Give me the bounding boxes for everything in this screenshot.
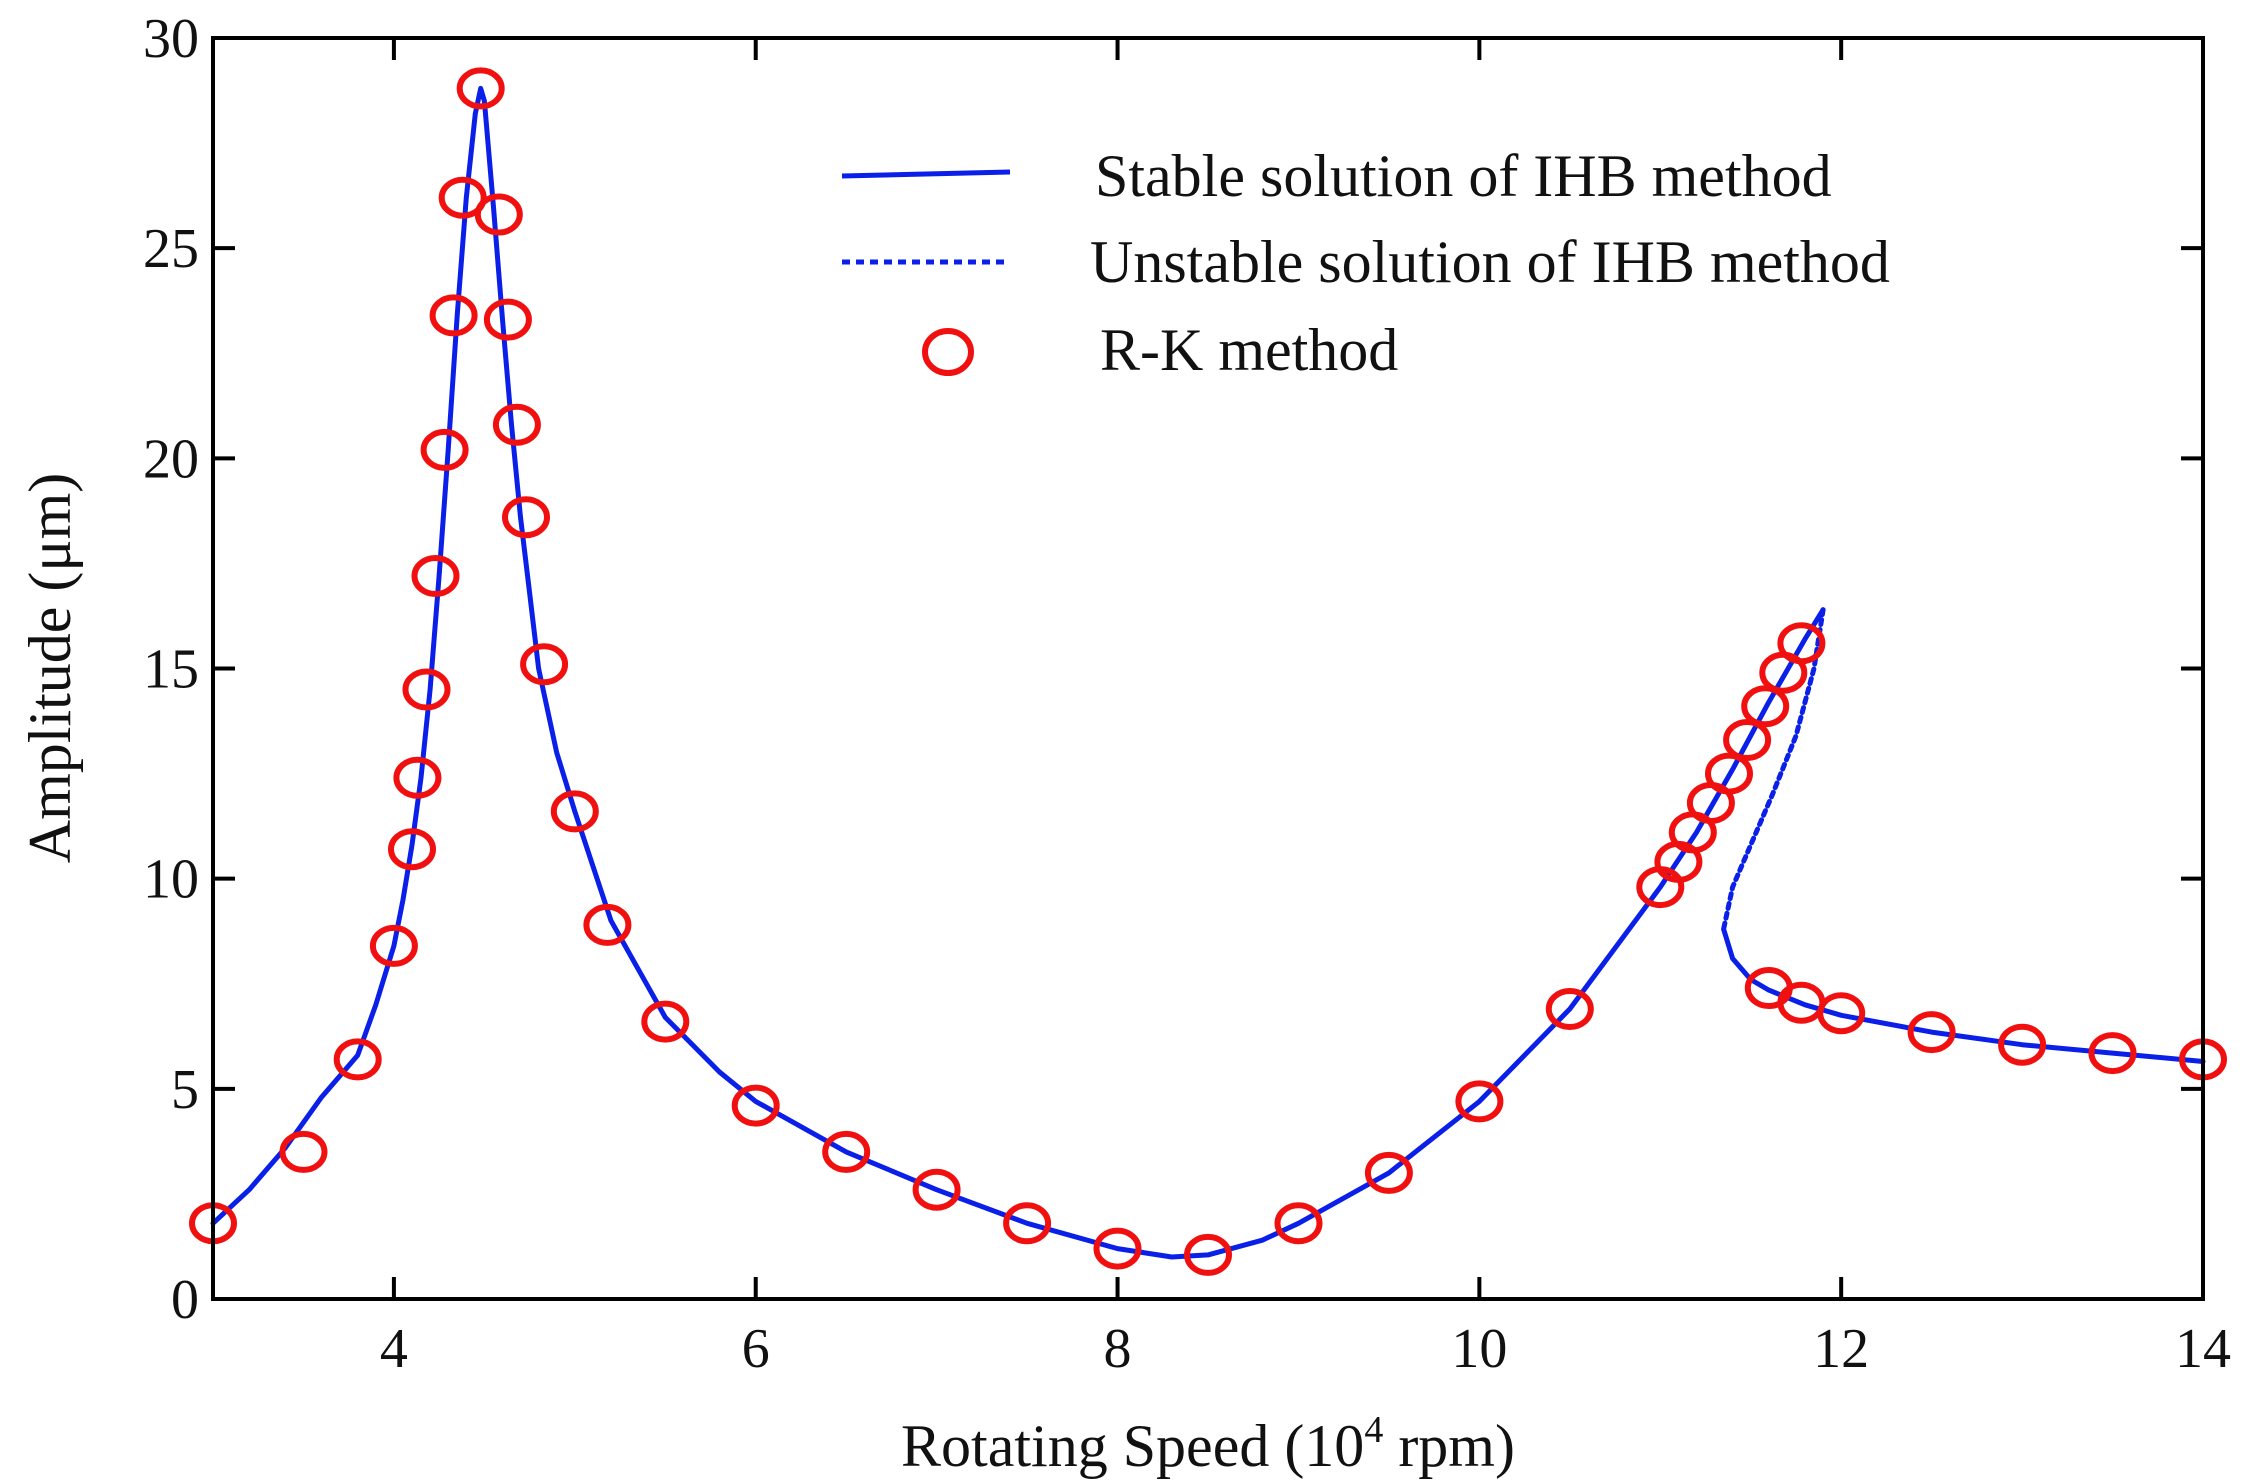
y-tick-label: 30 xyxy=(143,8,199,70)
rk-marker xyxy=(393,756,442,799)
y-tick-label: 25 xyxy=(143,218,199,280)
rk-marker xyxy=(583,903,632,946)
x-tick-label: 12 xyxy=(1813,1318,1869,1380)
stable-ihb-line-0 xyxy=(210,85,1826,1260)
rk-marker xyxy=(1998,1023,2047,1066)
rk-marker xyxy=(1723,719,1772,761)
rk-marker xyxy=(1093,1227,1142,1270)
rk-marker xyxy=(420,428,469,471)
y-axis-title: Amplitude (μm) xyxy=(17,473,83,863)
rk-marker xyxy=(1705,752,1753,795)
legend-stable-label: Stable solution of IHB method xyxy=(1095,143,1832,209)
x-axis-title: Rotating Speed (104 rpm) xyxy=(901,1409,1515,1479)
rk-marker xyxy=(1184,1233,1232,1276)
x-tick-label: 4 xyxy=(380,1318,408,1380)
legend-stable-swatch xyxy=(841,169,1011,179)
rk-marker xyxy=(1817,992,1866,1035)
rk-marker xyxy=(456,67,505,110)
rk-marker xyxy=(402,668,451,711)
rk-marker xyxy=(369,924,418,967)
rk-marker xyxy=(1907,1011,1956,1054)
x-tick-label: 8 xyxy=(1104,1318,1132,1380)
rk-marker xyxy=(550,790,599,833)
x-axis-title-tail: rpm) xyxy=(1383,1413,1515,1479)
rk-marker xyxy=(1777,622,1826,665)
legend-unstable-label: Unstable solution of IHB method xyxy=(1090,229,1890,295)
y-tick-label: 15 xyxy=(143,639,199,701)
legend-rk-label: R-K method xyxy=(1085,317,1398,383)
y-tick-label: 20 xyxy=(143,428,199,490)
rk-marker xyxy=(502,496,550,539)
rk-marker xyxy=(438,176,487,219)
plot-marks xyxy=(189,67,2227,1276)
rk-marker xyxy=(1274,1202,1323,1245)
x-axis-ticks: 4 6 8 10 12 14 xyxy=(380,38,2231,1380)
rk-marker xyxy=(388,828,436,871)
rk-marker xyxy=(474,193,523,236)
x-tick-label: 10 xyxy=(1451,1318,1507,1380)
rk-marker xyxy=(1364,1151,1413,1194)
y-tick-label: 5 xyxy=(171,1059,199,1121)
legend: Stable solution of IHB method Unstable s… xyxy=(841,143,1890,383)
rk-marker xyxy=(492,403,541,446)
x-axis-title-superscript: 4 xyxy=(1364,1409,1383,1451)
y-tick-label: 10 xyxy=(143,849,199,911)
rk-marker xyxy=(822,1130,871,1173)
rk-marker xyxy=(279,1130,328,1173)
rk-marker xyxy=(1545,988,1594,1030)
x-tick-label: 6 xyxy=(742,1318,770,1380)
y-tick-label: 0 xyxy=(171,1269,199,1331)
rk-marker xyxy=(2088,1032,2137,1075)
rk-marker xyxy=(731,1084,780,1127)
unstable-ihb-line-0 xyxy=(1721,607,1826,932)
rk-marker xyxy=(520,643,569,686)
rk-marker xyxy=(1741,685,1790,728)
rk-marker xyxy=(411,555,460,597)
rk-marker xyxy=(641,1000,690,1043)
rk-marker xyxy=(483,298,532,341)
rk-marker xyxy=(1455,1080,1504,1123)
rk-marker xyxy=(429,294,478,337)
x-tick-label: 14 xyxy=(2175,1318,2231,1380)
legend-rk-marker xyxy=(922,328,974,376)
y-axis-ticks: 0 5 10 15 20 25 30 xyxy=(143,8,2203,1331)
rk-marker xyxy=(333,1038,382,1081)
rk-marker xyxy=(912,1168,961,1211)
rk-marker xyxy=(1003,1202,1052,1245)
x-axis-title-main: Rotating Speed (10 xyxy=(901,1413,1364,1479)
